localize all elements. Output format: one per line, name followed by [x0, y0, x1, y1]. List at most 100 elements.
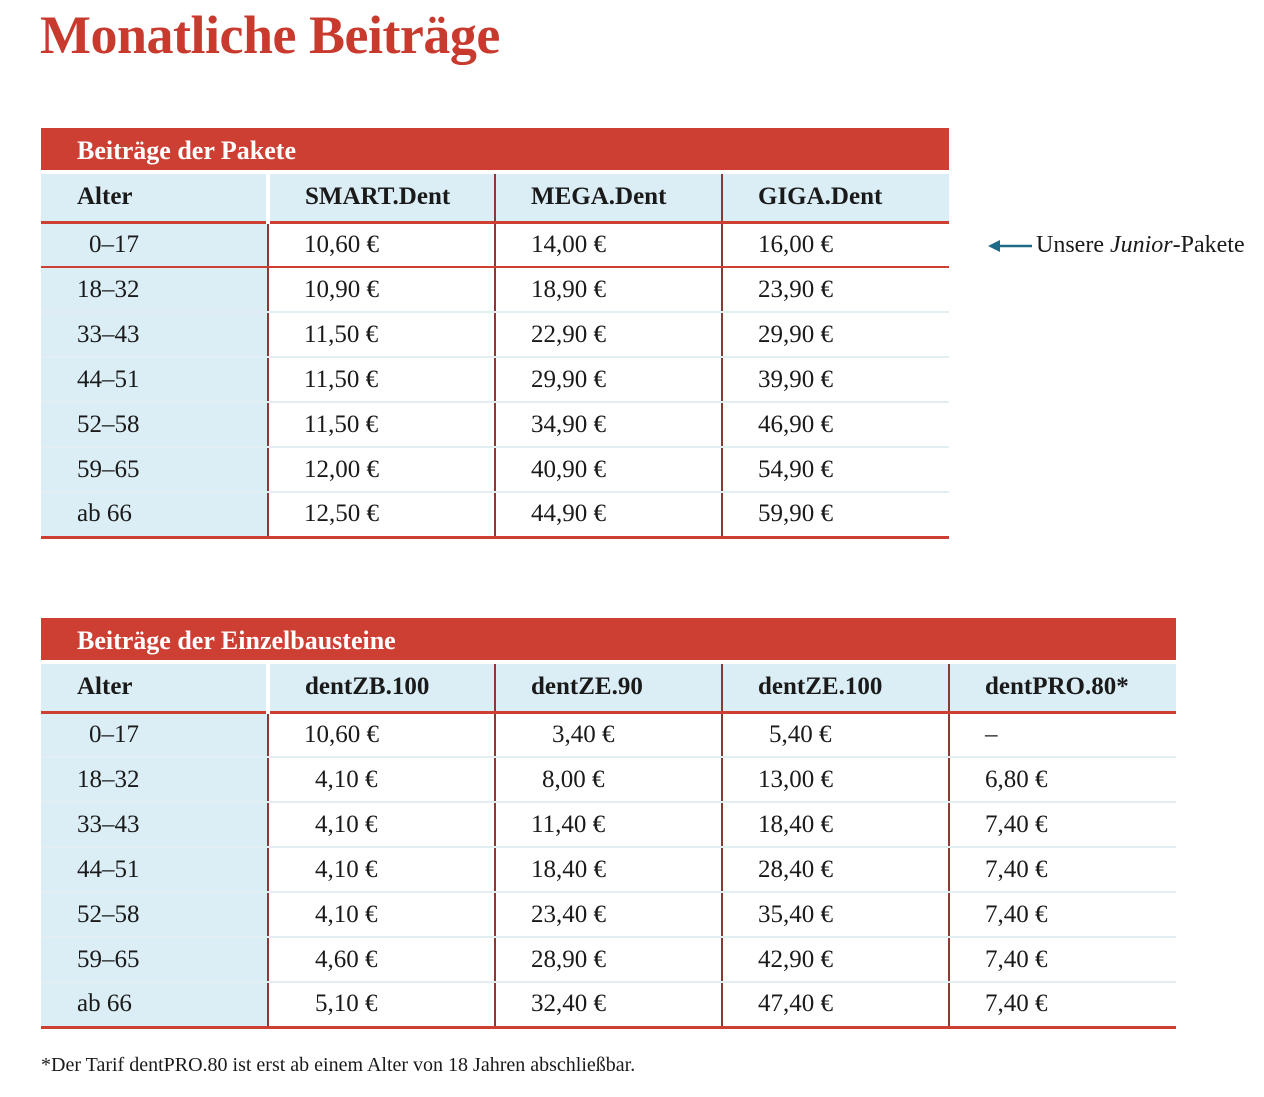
price-cell: 22,90 € [494, 312, 722, 358]
price-cell: 4,10 € [267, 847, 495, 893]
table-row: ab 66 5,10 € 32,40 € 47,40 € 7,40 € [41, 982, 1176, 1029]
age-cell: 18–32 [41, 757, 268, 803]
price-cell: 44,90 € [494, 492, 722, 539]
note-emphasis: Junior [1109, 232, 1173, 258]
age-cell: 59–65 [41, 937, 268, 983]
table-row: 59–65 4,60 € 28,90 € 42,90 € 7,40 € [41, 937, 1176, 983]
age-cell: ab 66 [41, 492, 268, 539]
einzelbausteine-table: Alter dentZB.100 dentZE.90 dentZE.100 de… [41, 664, 1176, 1029]
price-cell: 7,40 € [948, 982, 1176, 1029]
table-row: ab 66 12,50 € 44,90 € 59,90 € [41, 492, 949, 539]
price-cell: 12,00 € [267, 447, 495, 493]
table-row: 52–58 4,10 € 23,40 € 35,40 € 7,40 € [41, 892, 1176, 938]
price-cell: 35,40 € [721, 892, 949, 938]
note-prefix: Unsere [1036, 232, 1110, 258]
column-header: dentPRO.80* [948, 664, 1176, 714]
table-row: 0–17 10,60 € 14,00 € 16,00 € [41, 222, 949, 268]
price-cell: 18,90 € [494, 267, 722, 313]
table-row: 59–65 12,00 € 40,90 € 54,90 € [41, 447, 949, 493]
age-cell: 52–58 [41, 402, 268, 448]
column-header: dentZE.90 [494, 664, 722, 714]
arrow-left-icon [988, 233, 1032, 260]
price-cell: 40,90 € [494, 447, 722, 493]
column-header: GIGA.Dent [721, 174, 949, 224]
age-cell: 33–43 [41, 802, 268, 848]
price-cell: 10,90 € [267, 267, 495, 313]
price-cell: 47,40 € [721, 982, 949, 1029]
price-cell: 11,50 € [267, 402, 495, 448]
table-row: 18–32 4,10 € 8,00 € 13,00 € 6,80 € [41, 757, 1176, 803]
price-cell: 23,40 € [494, 892, 722, 938]
price-cell: – [948, 712, 1176, 758]
table-row: 33–43 11,50 € 22,90 € 29,90 € [41, 312, 949, 358]
table-row: 33–43 4,10 € 11,40 € 18,40 € 7,40 € [41, 802, 1176, 848]
price-cell: 10,60 € [267, 222, 495, 268]
age-cell: ab 66 [41, 982, 268, 1029]
price-cell: 28,40 € [721, 847, 949, 893]
einzelbausteine-table-block: Beiträge der Einzelbausteine Alter dentZ… [41, 618, 1176, 1029]
price-cell: 28,90 € [494, 937, 722, 983]
age-cell: 0–17 [41, 712, 268, 758]
price-cell: 5,40 € [721, 712, 949, 758]
price-cell: 18,40 € [494, 847, 722, 893]
pakete-table: Alter SMART.Dent MEGA.Dent GIGA.Dent 0–1… [41, 174, 949, 539]
table-row: 44–51 4,10 € 18,40 € 28,40 € 7,40 € [41, 847, 1176, 893]
table-row: 44–51 11,50 € 29,90 € 39,90 € [41, 357, 949, 403]
junior-packages-note: Unsere Junior-Pakete [988, 232, 1245, 260]
column-header: Alter [41, 664, 270, 714]
price-cell: 3,40 € [494, 712, 722, 758]
price-cell: 14,00 € [494, 222, 722, 268]
table-header-row: Alter SMART.Dent MEGA.Dent GIGA.Dent [41, 174, 949, 224]
price-cell: 4,10 € [267, 892, 495, 938]
price-cell: 8,00 € [494, 757, 722, 803]
age-cell: 44–51 [41, 847, 268, 893]
price-cell: 11,50 € [267, 312, 495, 358]
age-cell: 59–65 [41, 447, 268, 493]
footnote: *Der Tarif dentPRO.80 ist erst ab einem … [41, 1054, 636, 1076]
price-cell: 18,40 € [721, 802, 949, 848]
table-row: 0–17 10,60 € 3,40 € 5,40 € – [41, 712, 1176, 758]
price-cell: 23,90 € [721, 267, 949, 313]
price-cell: 29,90 € [721, 312, 949, 358]
price-cell: 7,40 € [948, 937, 1176, 983]
table-row: 18–32 10,90 € 18,90 € 23,90 € [41, 267, 949, 313]
price-cell: 11,50 € [267, 357, 495, 403]
column-header: Alter [41, 174, 270, 224]
age-cell: 52–58 [41, 892, 268, 938]
price-cell: 39,90 € [721, 357, 949, 403]
price-cell: 16,00 € [721, 222, 949, 268]
price-cell: 42,90 € [721, 937, 949, 983]
price-cell: 46,90 € [721, 402, 949, 448]
price-cell: 6,80 € [948, 757, 1176, 803]
price-cell: 13,00 € [721, 757, 949, 803]
einzelbausteine-heading: Beiträge der Einzelbausteine [41, 618, 1176, 664]
column-header: dentZE.100 [721, 664, 949, 714]
column-header: dentZB.100 [267, 664, 495, 714]
price-cell: 29,90 € [494, 357, 722, 403]
price-cell: 34,90 € [494, 402, 722, 448]
price-cell: 54,90 € [721, 447, 949, 493]
table-header-row: Alter dentZB.100 dentZE.90 dentZE.100 de… [41, 664, 1176, 714]
age-cell: 0–17 [41, 222, 268, 268]
note-suffix: -Pakete [1172, 232, 1245, 258]
age-cell: 33–43 [41, 312, 268, 358]
price-cell: 32,40 € [494, 982, 722, 1029]
price-cell: 4,10 € [267, 757, 495, 803]
price-cell: 4,10 € [267, 802, 495, 848]
price-cell: 7,40 € [948, 892, 1176, 938]
price-cell: 10,60 € [267, 712, 495, 758]
price-cell: 5,10 € [267, 982, 495, 1029]
price-cell: 11,40 € [494, 802, 722, 848]
table-row: 52–58 11,50 € 34,90 € 46,90 € [41, 402, 949, 448]
age-cell: 44–51 [41, 357, 268, 403]
column-header: SMART.Dent [267, 174, 495, 224]
price-cell: 4,60 € [267, 937, 495, 983]
age-cell: 18–32 [41, 267, 268, 313]
page-title: Monatliche Beiträge [40, 5, 500, 65]
pakete-heading: Beiträge der Pakete [41, 128, 949, 174]
column-header: MEGA.Dent [494, 174, 722, 224]
pakete-table-block: Beiträge der Pakete Alter SMART.Dent MEG… [41, 128, 949, 539]
price-cell: 59,90 € [721, 492, 949, 539]
price-cell: 7,40 € [948, 802, 1176, 848]
price-cell: 12,50 € [267, 492, 495, 539]
